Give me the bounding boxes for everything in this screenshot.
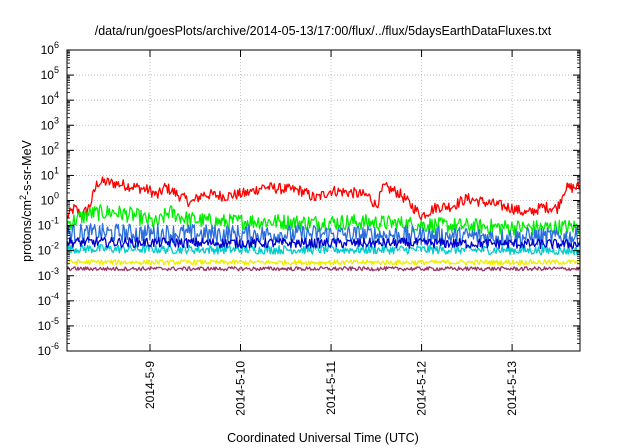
chart-title: /data/run/goesPlots/archive/2014-05-13/1… [95,24,552,38]
plot-frame [66,49,581,352]
y-tick-label: 10-4 [38,291,59,308]
y-tick-label: 103 [41,115,59,132]
y-tick-label: 102 [41,140,59,157]
series-line [66,204,581,237]
x-tick-label: 2014-5-13 [505,361,519,416]
y-tick-label: 10-6 [38,341,59,358]
series-line [66,176,581,221]
y-tick-label: 10-2 [38,241,59,258]
y-tick-labels: 10-6 10-5 10-4 10-3 10-2 10-1 100 101 102 103 104 1… [38,40,59,358]
x-tick-label: 2014-5-9 [143,361,157,409]
y-tick-label: 10-5 [38,316,59,333]
y-tick-label: 100 [41,191,59,208]
series-line [66,243,581,256]
x-tick-label: 2014-5-10 [234,361,248,416]
grid [67,50,580,351]
ticks [67,49,580,352]
y-tick-label: 101 [41,165,59,182]
x-axis-label: Coordinated Universal Time (UTC) [227,431,419,445]
y-tick-label: 104 [41,90,59,107]
x-tick-label: 2014-5-11 [324,361,338,415]
y-axis-label: protons/cm2-s-sr-MeV [18,139,34,261]
y-tick-label: 105 [41,65,59,82]
y-tick-label: 10-3 [38,266,59,283]
series-line [66,236,581,250]
y-tick-label: 106 [41,40,59,57]
y-tick-label: 10-1 [38,216,59,233]
series-line [66,266,581,272]
series-line [66,259,581,266]
x-tick-label: 2014-5-12 [415,361,429,416]
x-tick-labels: 2014-5-9 2014-5-10 2014-5-11 2014-5-12 2014-… [143,361,519,416]
series-layer [66,176,581,272]
series-line [66,223,581,247]
